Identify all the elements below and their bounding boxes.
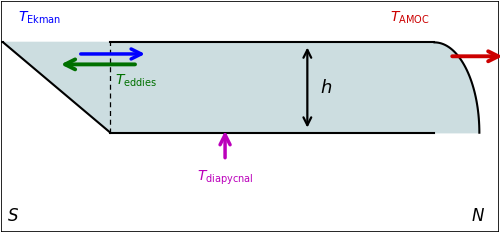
Text: $T_{\mathrm{AMOC}}$: $T_{\mathrm{AMOC}}$: [390, 10, 429, 26]
Polygon shape: [3, 42, 480, 133]
Text: $N$: $N$: [472, 207, 486, 225]
Text: $h$: $h$: [320, 79, 332, 96]
Text: $T_{\mathrm{diapycnal}}$: $T_{\mathrm{diapycnal}}$: [197, 169, 254, 187]
Text: $T_{\mathrm{Ekman}}$: $T_{\mathrm{Ekman}}$: [18, 10, 61, 26]
Text: $S$: $S$: [6, 207, 18, 225]
Text: $T_{\mathrm{eddies}}$: $T_{\mathrm{eddies}}$: [116, 72, 158, 89]
